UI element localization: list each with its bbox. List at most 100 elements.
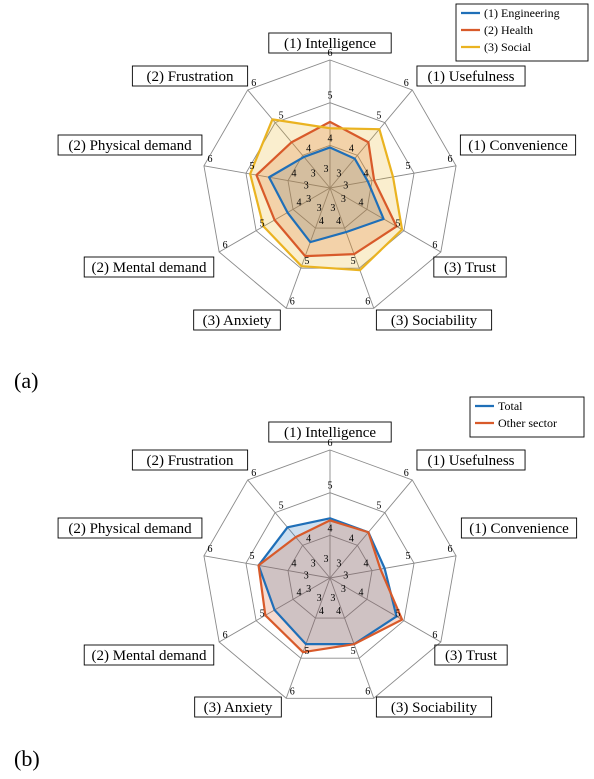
tick-label: 6: [448, 154, 453, 165]
series-fill-0: [258, 518, 397, 645]
axis-label-box: [57, 517, 203, 539]
tick-label: 5: [328, 91, 333, 102]
tick-label: 3: [336, 169, 341, 180]
series-line-0: [257, 517, 398, 646]
axis-label: (1) Usefulness: [427, 453, 514, 469]
tick-label: 3: [306, 194, 311, 205]
axis-label-box: [416, 449, 526, 471]
tick-label: 3: [317, 203, 322, 214]
grid-spoke: [329, 89, 413, 189]
axis-label: (1) Convenience: [468, 138, 568, 154]
grid-ring-6: [203, 449, 457, 699]
series-line-0: [267, 146, 385, 244]
axis-label: (1) Intelligence: [284, 36, 376, 52]
grid-spoke: [285, 187, 331, 309]
tick-label: 5: [395, 219, 400, 230]
tick-label: 4: [291, 169, 296, 180]
tick-label: 3: [324, 554, 329, 565]
tick-label: 3: [317, 593, 322, 604]
grid-spoke: [285, 577, 331, 699]
tick-label: 3: [306, 584, 311, 595]
tick-label: 6: [290, 686, 295, 697]
tick-label: 4: [364, 169, 369, 180]
tick-label: 5: [395, 609, 400, 620]
tick-label: 6: [404, 78, 409, 89]
tick-label: 3: [336, 559, 341, 570]
tick-label: 4: [306, 533, 311, 544]
axis-label-box: [434, 644, 508, 666]
tick-label: 5: [304, 646, 309, 657]
axis-label: (3) Sociability: [391, 700, 478, 716]
legend: Total Other sector: [469, 396, 585, 438]
tick-label: 4: [319, 606, 324, 617]
tick-label: 3: [304, 571, 309, 582]
tick-label: 4: [306, 143, 311, 154]
tick-label: 6: [448, 544, 453, 555]
tick-label: 4: [358, 197, 363, 208]
tick-label: 3: [330, 593, 335, 604]
grid-spoke: [329, 577, 442, 643]
tick-label: 5: [351, 256, 356, 267]
legend-entry: (2) Health: [484, 23, 533, 37]
tick-label: 4: [364, 559, 369, 570]
panel-label-b: (b): [14, 746, 40, 771]
tick-label: 6: [223, 630, 228, 641]
tick-label: 5: [376, 501, 381, 512]
axis-label-box: [194, 696, 282, 718]
panel-label-a: (a): [14, 368, 39, 393]
grid-ring-4: [287, 534, 373, 619]
axis-label-box: [433, 256, 507, 278]
tick-label: 6: [328, 438, 333, 449]
axis-label: (3) Anxiety: [203, 313, 272, 329]
tick-label: 3: [341, 584, 346, 595]
legend: (1) Engineering (2) Health (3) Social: [455, 3, 589, 62]
axis-label: (1) Convenience: [469, 521, 569, 537]
tick-label: 4: [319, 216, 324, 227]
tick-label: 3: [311, 559, 316, 570]
grid-spoke: [247, 89, 331, 189]
tick-label: 6: [290, 296, 295, 307]
tick-label: 5: [351, 646, 356, 657]
axis-label: (1) Usefulness: [427, 69, 514, 85]
axis-label: (2) Frustration: [146, 69, 234, 85]
axis-label: (2) Physical demand: [68, 138, 192, 154]
axis-label: (3) Sociability: [391, 313, 478, 329]
tick-label: 3: [343, 181, 348, 192]
series-line-2: [249, 118, 404, 272]
grid-spoke: [247, 479, 331, 579]
tick-label: 4: [349, 533, 354, 544]
axis-label-box: [83, 256, 215, 278]
series-fill-2: [250, 119, 403, 271]
tick-label: 5: [328, 481, 333, 492]
grid-spoke: [203, 555, 331, 579]
tick-label: 6: [223, 240, 228, 251]
tick-label: 4: [297, 197, 302, 208]
legend-entry: (1) Engineering: [484, 6, 560, 20]
legend-entry: (3) Social: [484, 40, 532, 54]
tick-label: 4: [336, 606, 341, 617]
series-line-1: [255, 120, 398, 258]
tick-label: 6: [207, 154, 212, 165]
tick-label: 6: [251, 78, 256, 89]
tick-label: 5: [260, 219, 265, 230]
tick-label: 5: [260, 609, 265, 620]
tick-label: 6: [365, 296, 370, 307]
tick-label: 5: [279, 111, 284, 122]
axis-label-box: [83, 644, 215, 666]
grid-ring-4: [287, 144, 373, 229]
axis-label-box: [193, 309, 281, 331]
grid-spoke: [329, 555, 457, 579]
grid-spoke: [329, 187, 442, 253]
tick-label: 4: [349, 143, 354, 154]
tick-label: 5: [279, 501, 284, 512]
axis-label-box: [375, 309, 493, 331]
axis-label-box: [57, 134, 203, 156]
tick-label: 5: [304, 256, 309, 267]
grid-spoke: [329, 479, 413, 579]
axis-label-box: [416, 65, 526, 87]
tick-label: 3: [304, 181, 309, 192]
axis-label-box: [460, 517, 578, 539]
series-fill-1: [256, 121, 397, 257]
tick-label: 5: [249, 161, 254, 172]
